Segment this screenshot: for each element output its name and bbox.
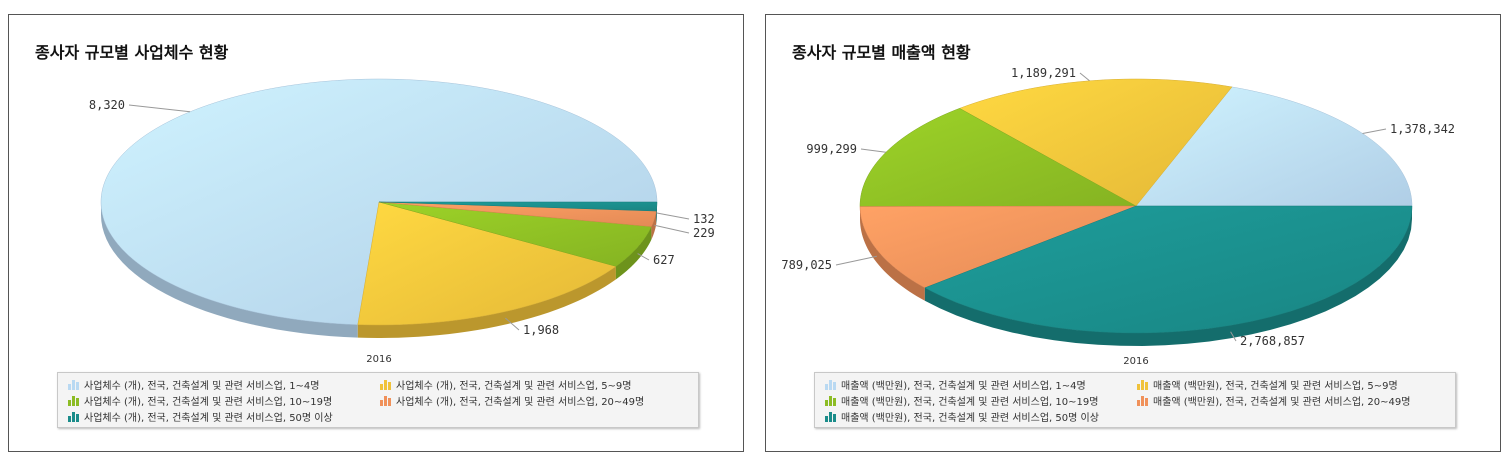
legend-item: 사업체수 (개), 전국, 건축설계 및 관련 서비스업, 10~19명 [68, 393, 332, 408]
bar-chart-icon [68, 379, 80, 390]
pie-slice [859, 205, 1137, 289]
leader-line [1362, 128, 1387, 134]
legend-item: 사업체수 (개), 전국, 건축설계 및 관련 서비스업, 20~49명 [380, 393, 644, 408]
bar-chart-icon [380, 395, 392, 406]
pie-slice-side [615, 226, 652, 280]
leader-line [1079, 72, 1090, 82]
legend-label: 매출액 (백만원), 전국, 건축설계 및 관련 서비스업, 10~19명 [841, 397, 1099, 408]
data-label: 132 [693, 212, 715, 226]
legend-label: 매출액 (백만원), 전국, 건축설계 및 관련 서비스업, 20~49명 [1153, 397, 1411, 408]
pie-slice-side [651, 211, 657, 240]
category-label: 2016 [1123, 356, 1148, 367]
bar-chart-icon [825, 395, 837, 406]
pie-slice [924, 205, 1413, 334]
data-label: 627 [653, 253, 675, 267]
data-label: 1,189,291 [1011, 66, 1076, 80]
chart-title: 종사자 규모별 매출액 현황 [792, 43, 971, 62]
pie-slice [378, 201, 657, 227]
legend-label: 매출액 (백만원), 전국, 건축설계 및 관련 서비스업, 5~9명 [1153, 381, 1398, 392]
leader-line [654, 224, 690, 234]
pie-slice [357, 201, 617, 326]
leader-line [1230, 331, 1237, 342]
data-label: 1,378,342 [1390, 122, 1455, 136]
leader-line [637, 253, 650, 261]
leader-line [656, 212, 690, 220]
legend-item: 사업체수 (개), 전국, 건축설계 및 관련 서비스업, 5~9명 [380, 377, 632, 392]
leader-line [128, 104, 191, 113]
chart-title: 종사자 규모별 사업체수 현황 [35, 43, 229, 62]
bar-chart-icon [825, 411, 837, 422]
legend-label: 사업체수 (개), 전국, 건축설계 및 관련 서비스업, 50명 이상 [84, 413, 333, 424]
bar-chart-icon [68, 411, 80, 422]
pie-slice [378, 201, 652, 267]
legend-label: 매출액 (백만원), 전국, 건축설계 및 관련 서비스업, 1~4명 [841, 381, 1086, 392]
legend-label: 사업체수 (개), 전국, 건축설계 및 관련 서비스업, 20~49명 [396, 397, 645, 408]
bar-chart-icon [1137, 379, 1149, 390]
data-label: 789,025 [781, 258, 832, 272]
bar-chart-icon [1137, 395, 1149, 406]
pie-slice [958, 78, 1233, 207]
leader-line [505, 317, 520, 331]
legend-label: 사업체수 (개), 전국, 건축설계 및 관련 서비스업, 10~19명 [84, 397, 333, 408]
pie-slice-side [860, 206, 925, 301]
bar-chart-icon [380, 379, 392, 390]
legend-label: 사업체수 (개), 전국, 건축설계 및 관련 서비스업, 1~4명 [84, 381, 320, 392]
pie-chart-sales: 1,378,342 1,189,291 999,299 789,025 2,768,85… [781, 66, 1455, 367]
legend-item: 사업체수 (개), 전국, 건축설계 및 관련 서비스업, 50명 이상 [68, 409, 333, 424]
legend-label: 사업체수 (개), 전국, 건축설계 및 관련 서비스업, 5~9명 [396, 381, 632, 392]
chart-panel-establishments: 종사자 규모별 사업체수 현황 8,320 1,968 627 229 132 2016 … [8, 14, 744, 452]
legend-item: 사업체수 (개), 전국, 건축설계 및 관련 서비스업, 1~4명 [68, 377, 320, 392]
leader-line [835, 255, 878, 266]
category-label: 2016 [366, 354, 391, 365]
pie-slice [378, 201, 658, 212]
data-label: 2,768,857 [1240, 334, 1305, 348]
bar-chart-icon [68, 395, 80, 406]
legend-label: 매출액 (백만원), 전국, 건축설계 및 관련 서비스업, 50명 이상 [841, 413, 1099, 424]
data-label: 1,968 [523, 323, 559, 337]
pie-slice [1135, 86, 1413, 207]
data-label: 8,320 [89, 98, 125, 112]
legend-item: 매출액 (백만원), 전국, 건축설계 및 관련 서비스업, 10~19명 [825, 393, 1098, 408]
pie-slice-side [101, 202, 358, 338]
pie-slice-side [357, 266, 616, 338]
legend-item: 매출액 (백만원), 전국, 건축설계 및 관련 서비스업, 20~49명 [1137, 393, 1410, 408]
data-label: 999,299 [806, 142, 857, 156]
data-label: 229 [693, 226, 715, 240]
legend-item: 매출액 (백만원), 전국, 건축설계 및 관련 서비스업, 5~9명 [1137, 377, 1398, 392]
bar-chart-icon [825, 379, 837, 390]
legend-item: 매출액 (백만원), 전국, 건축설계 및 관련 서비스업, 50명 이상 [825, 409, 1099, 424]
chart-panel-sales: 종사자 규모별 매출액 현황 1,378,342 1,189,291 999,299… [765, 14, 1501, 452]
leader-line [860, 148, 886, 153]
legend-item: 매출액 (백만원), 전국, 건축설계 및 관련 서비스업, 1~4명 [825, 377, 1086, 392]
